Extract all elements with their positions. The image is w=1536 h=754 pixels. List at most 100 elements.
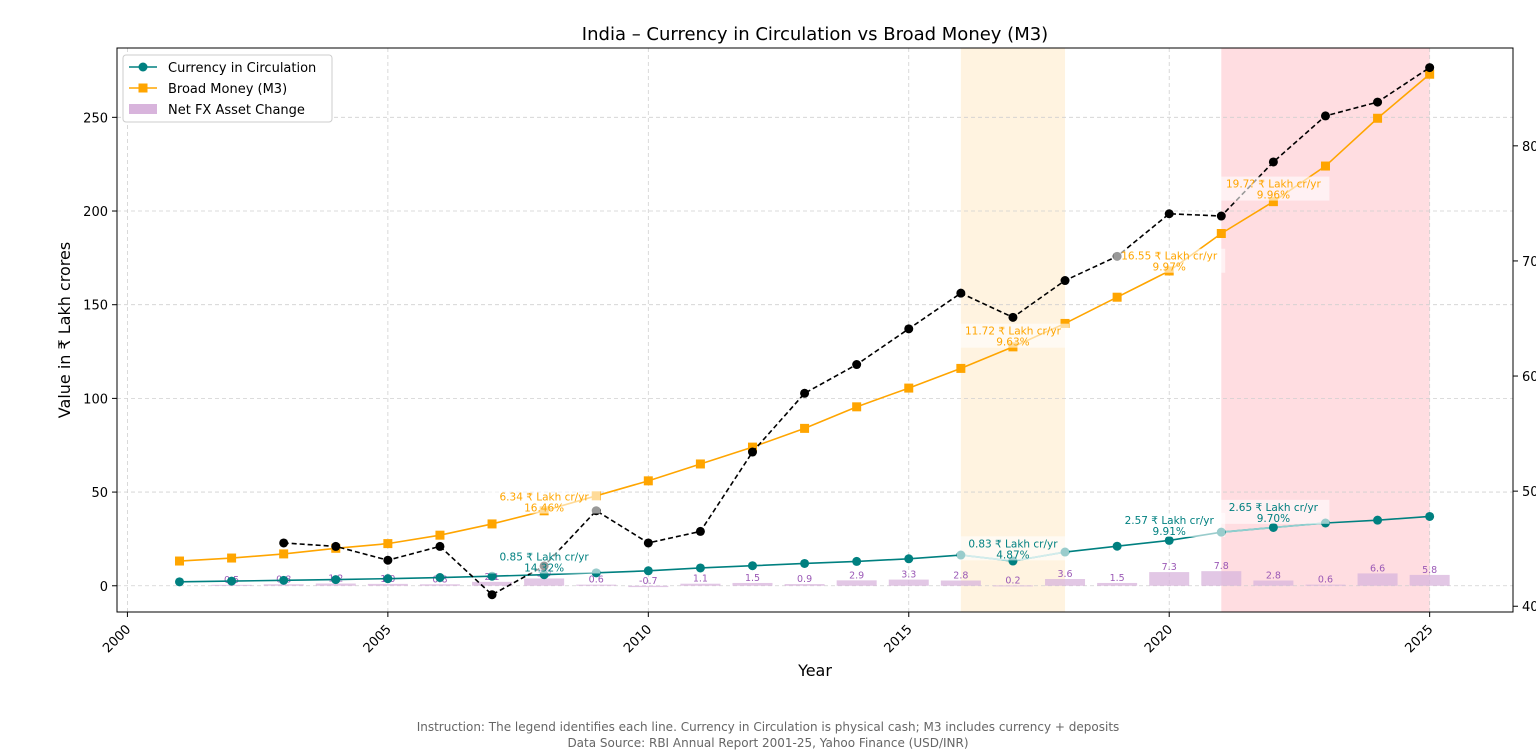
x-tick-label: 2005 — [361, 622, 395, 656]
annotation-growth: 16.46% — [524, 503, 564, 515]
data-point — [1268, 157, 1278, 167]
legend-swatch — [129, 104, 157, 114]
annotation-growth: 9.63% — [996, 337, 1029, 349]
data-point — [800, 388, 810, 398]
fx-bar-label: 0.6 — [1318, 575, 1333, 586]
fx-bar — [1149, 572, 1190, 586]
y-axis-label: Value in ₹ Lakh crores — [55, 242, 74, 418]
fx-bar — [1305, 584, 1346, 586]
data-point — [643, 476, 653, 486]
legend-marker — [138, 83, 148, 93]
data-point — [695, 526, 705, 536]
annotation-rate: 2.57 ₹ Lakh cr/yr — [1125, 515, 1215, 527]
fx-bar-label: 1.5 — [1110, 573, 1125, 584]
fx-bar — [1409, 574, 1450, 586]
data-point — [1008, 312, 1018, 322]
fx-bar-label: 1.5 — [745, 573, 760, 584]
legend-label: Broad Money (M3) — [168, 82, 287, 97]
annotation-box — [488, 549, 601, 574]
y2-tick-label: 70 — [1522, 255, 1536, 270]
fx-bar — [367, 583, 408, 586]
fx-bar — [888, 579, 929, 586]
y2-tick-label: 40 — [1522, 600, 1536, 615]
annotation-growth: 9.97% — [1153, 262, 1186, 274]
data-point — [1060, 318, 1070, 328]
fx-bar — [732, 582, 773, 586]
legend: Currency in Circulation Broad Money (M3) N… — [122, 54, 333, 123]
data-point — [487, 519, 497, 529]
data-point — [383, 539, 393, 549]
fx-bar-label: 0.2 — [1005, 575, 1020, 586]
data-point — [227, 553, 237, 563]
data-point — [800, 423, 810, 433]
fx-bar-label: 5.8 — [1422, 565, 1437, 576]
x-tick-label: 2020 — [1142, 622, 1176, 656]
annotation-growth: 4.87% — [996, 549, 1029, 561]
fx-bar — [1253, 580, 1294, 586]
fx-bar-label: 2.8 — [1266, 571, 1281, 582]
data-point — [175, 556, 185, 566]
y-tick-label: 50 — [91, 486, 108, 501]
data-point — [1373, 515, 1383, 525]
annotation-box — [1113, 512, 1226, 537]
fx-bar-label: 2.8 — [953, 571, 968, 582]
fx-bar-label: 0.9 — [797, 574, 812, 585]
data-point — [331, 575, 341, 585]
annotation-growth: 9.96% — [1257, 190, 1290, 202]
data-point — [747, 561, 757, 571]
data-point — [695, 563, 705, 573]
footnote-source: Data Source: RBI Annual Report 2001-25, … — [567, 736, 969, 750]
fx-bar — [680, 583, 721, 586]
data-point — [904, 383, 914, 393]
data-point — [747, 442, 757, 452]
x-tick-label: 2000 — [100, 622, 134, 656]
fx-bar — [1201, 571, 1242, 586]
data-point — [1112, 541, 1122, 551]
data-point — [1425, 69, 1435, 79]
data-point — [1425, 511, 1435, 521]
fx-bar-label: 2.9 — [849, 570, 864, 581]
fx-bar-label: 3.6 — [1057, 569, 1072, 580]
fx-bar-label: 0.6 — [589, 575, 604, 586]
fx-bar — [992, 585, 1033, 587]
annotation-growth: 14.32% — [524, 562, 564, 574]
data-point — [1268, 197, 1278, 207]
data-point — [279, 575, 289, 585]
data-point — [331, 541, 341, 551]
data-point — [279, 549, 289, 559]
data-point — [852, 360, 862, 370]
y-tick-label: 0 — [100, 580, 108, 595]
footnote-instruction: Instruction: The legend identifies each … — [416, 720, 1120, 734]
fx-bar-label: -0.7 — [639, 576, 658, 587]
annotation-box — [1217, 176, 1330, 201]
fx-bar — [315, 583, 356, 586]
fx-bar — [419, 584, 460, 586]
fx-bar-label: 7.8 — [1214, 561, 1229, 572]
fx-bar-label: 3.3 — [901, 570, 916, 581]
data-point — [1060, 276, 1070, 286]
x-tick-label: 2015 — [882, 622, 916, 656]
annotation-growth: 9.91% — [1153, 526, 1186, 538]
data-point — [852, 402, 862, 412]
fx-bar — [1045, 579, 1086, 586]
data-point — [435, 530, 445, 540]
data-point — [487, 571, 497, 581]
legend-marker — [138, 62, 148, 72]
fx-bar-label: 7.3 — [1162, 562, 1177, 573]
fx-bar-label: 1.1 — [693, 574, 708, 585]
x-axis-label: Year — [797, 661, 832, 680]
annotation-growth: 9.70% — [1257, 513, 1290, 525]
y-tick-label: 100 — [83, 392, 108, 407]
annotation-box — [1113, 248, 1226, 273]
y-tick-label: 200 — [83, 205, 108, 220]
data-point — [383, 574, 393, 584]
fx-bar — [524, 578, 565, 586]
y-tick-label: 250 — [83, 111, 108, 126]
data-point — [1112, 292, 1122, 302]
y2-tick-label: 80 — [1522, 140, 1536, 155]
fx-bar — [940, 580, 981, 586]
data-point — [1320, 161, 1330, 171]
data-point — [1216, 211, 1226, 221]
data-point — [1425, 63, 1435, 73]
